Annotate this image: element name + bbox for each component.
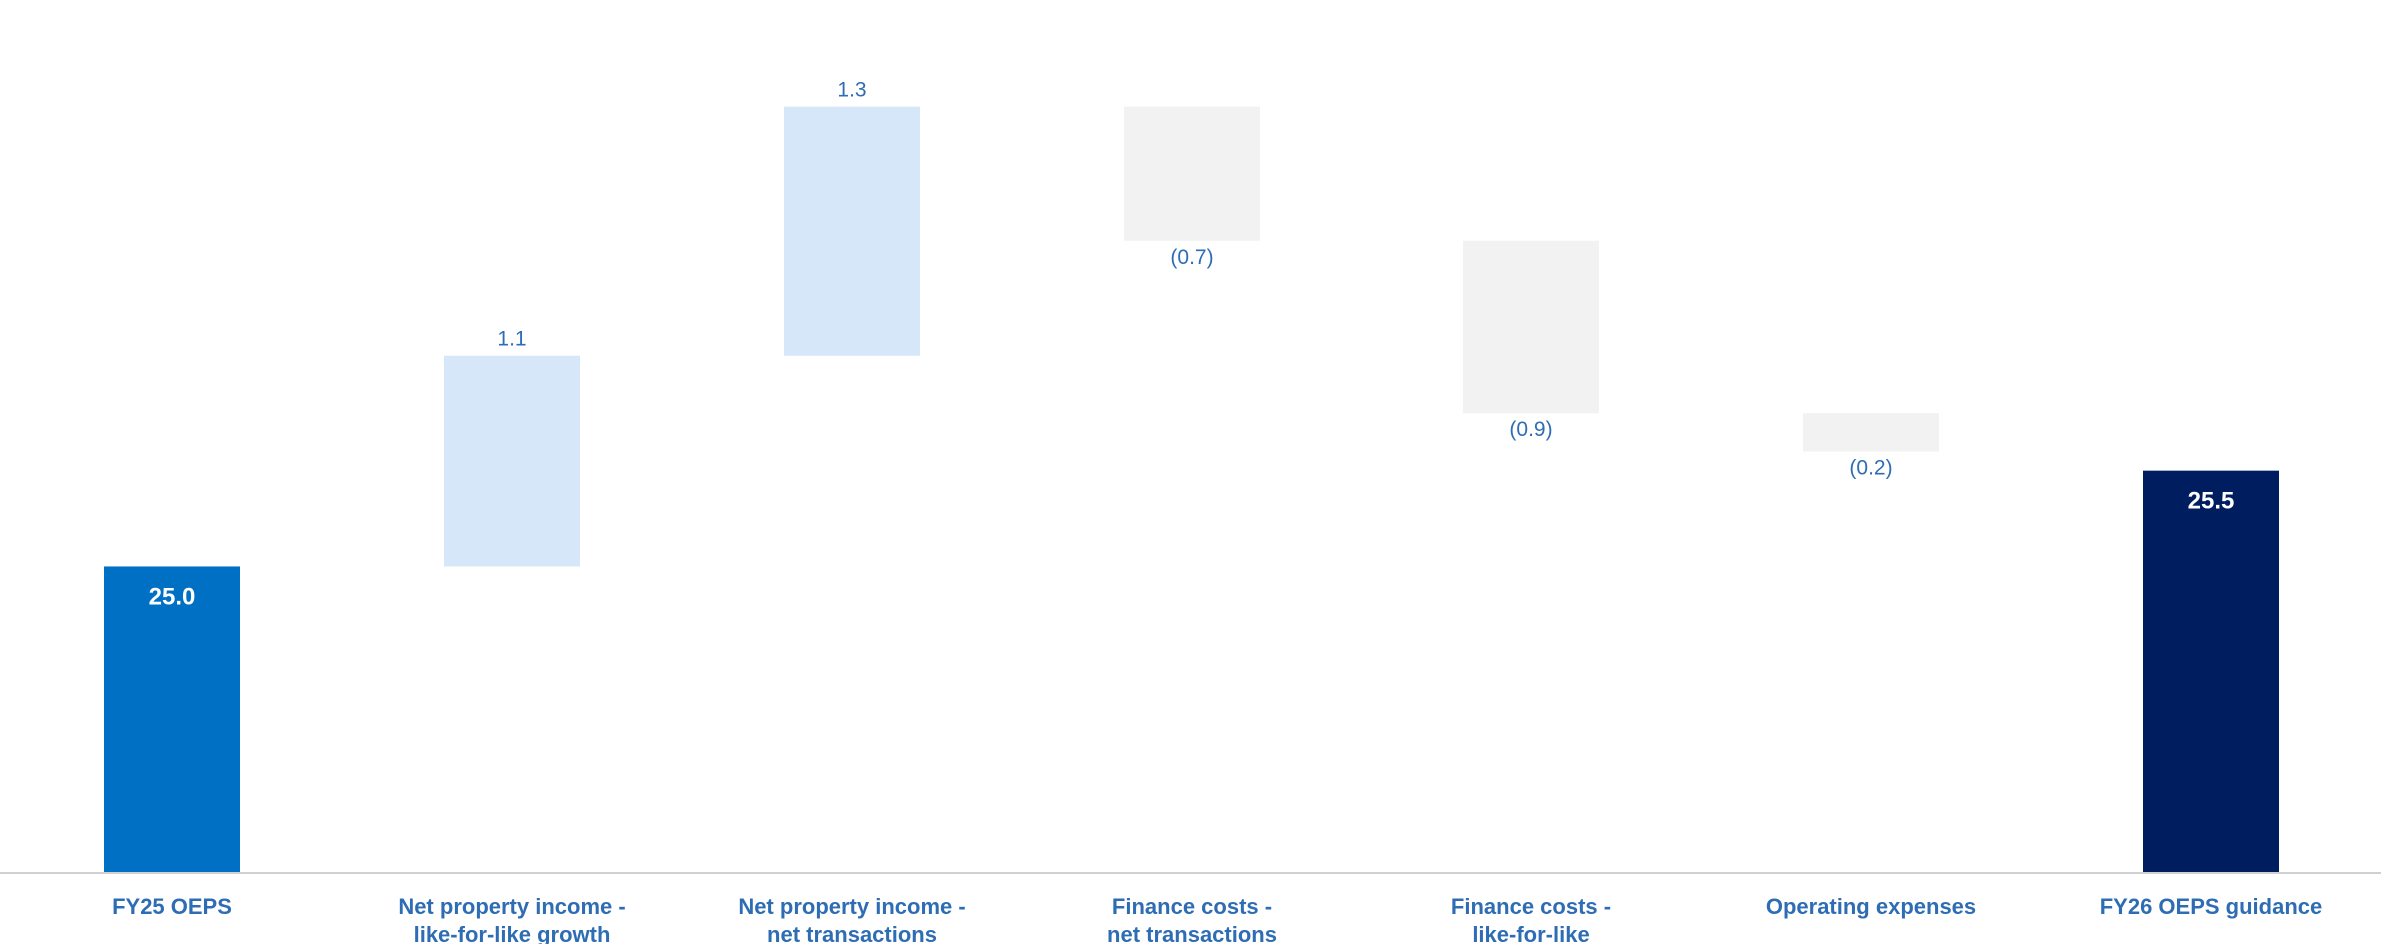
data-label-3: 1.3 [837, 79, 866, 102]
category-label-3: Net property income - net transactions [738, 894, 965, 944]
category-label-line: Operating expenses [1766, 894, 1976, 919]
bar-4 [1124, 106, 1260, 241]
bar-7 [2143, 470, 2279, 873]
data-label-5: (0.9) [1509, 418, 1552, 441]
category-label-7: FY26 OEPS guidance [2100, 894, 2323, 919]
category-label-1: FY25 OEPS [112, 894, 232, 919]
category-label-4: Finance costs - net transactions [1107, 894, 1277, 944]
data-label-4: (0.7) [1170, 246, 1213, 269]
category-label-line: Net property income - [738, 894, 965, 919]
data-label-1: 25.0 [149, 583, 196, 610]
data-label-7: 25.5 [2188, 488, 2235, 515]
category-label-line: Net property income - [398, 894, 625, 919]
category-label-line: FY25 OEPS [112, 894, 232, 919]
category-label-line: Finance costs - [1451, 894, 1611, 919]
category-label-line: net transactions [1107, 922, 1277, 944]
bar-5 [1463, 240, 1599, 414]
data-label-2: 1.1 [497, 328, 526, 351]
category-label-line: Finance costs - [1112, 894, 1272, 919]
bar-2 [444, 355, 580, 567]
category-label-line: net transactions [767, 922, 937, 944]
category-label-2: Net property income - like-for-like growt… [398, 894, 625, 944]
category-label-line: FY26 OEPS guidance [2100, 894, 2323, 919]
bar-1 [104, 566, 240, 873]
bar-6 [1803, 413, 1939, 452]
data-label-6: (0.2) [1849, 457, 1892, 480]
category-label-5: Finance costs - like-for-like [1451, 894, 1611, 944]
category-label-line: like-for-like [1472, 922, 1589, 944]
category-label-line: like-for-like growth [414, 922, 611, 944]
category-label-6: Operating expenses [1766, 894, 1976, 919]
bar-3 [784, 106, 920, 356]
